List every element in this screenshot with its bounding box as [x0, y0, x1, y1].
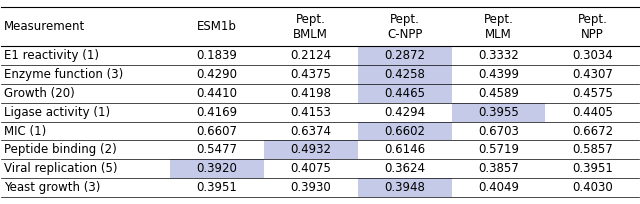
- Text: 0.3951: 0.3951: [572, 162, 613, 175]
- Text: 0.6602: 0.6602: [384, 125, 425, 137]
- Text: 0.4075: 0.4075: [291, 162, 331, 175]
- Text: Pept.
BMLM: Pept. BMLM: [293, 12, 328, 41]
- Text: 0.3857: 0.3857: [478, 162, 519, 175]
- Text: Pept.
MLM: Pept. MLM: [484, 12, 513, 41]
- Bar: [452, 103, 545, 122]
- Text: ESM1b: ESM1b: [197, 20, 237, 33]
- Text: 0.4153: 0.4153: [291, 106, 331, 119]
- Text: 0.6672: 0.6672: [572, 125, 613, 137]
- Text: 0.4589: 0.4589: [478, 87, 519, 100]
- Text: Viral replication (5): Viral replication (5): [4, 162, 117, 175]
- Text: 0.4307: 0.4307: [572, 68, 613, 81]
- Text: 0.4290: 0.4290: [196, 68, 237, 81]
- Text: 0.4049: 0.4049: [478, 181, 519, 194]
- Bar: [358, 122, 452, 141]
- Text: Growth (20): Growth (20): [4, 87, 75, 100]
- Text: Ligase activity (1): Ligase activity (1): [4, 106, 110, 119]
- Text: 0.3951: 0.3951: [196, 181, 237, 194]
- Text: 0.2124: 0.2124: [290, 49, 332, 62]
- Text: 0.3332: 0.3332: [478, 49, 519, 62]
- Text: 0.4258: 0.4258: [384, 68, 425, 81]
- Text: 0.4399: 0.4399: [478, 68, 519, 81]
- Text: 0.3624: 0.3624: [384, 162, 425, 175]
- Text: 0.4198: 0.4198: [291, 87, 332, 100]
- Text: Pept.
C-NPP: Pept. C-NPP: [387, 12, 422, 41]
- Bar: [264, 141, 358, 159]
- Text: 0.4405: 0.4405: [572, 106, 613, 119]
- Text: 0.4932: 0.4932: [291, 143, 332, 156]
- Bar: [358, 178, 452, 197]
- Text: 0.6607: 0.6607: [196, 125, 237, 137]
- Text: 0.5857: 0.5857: [572, 143, 612, 156]
- Text: 0.5477: 0.5477: [196, 143, 237, 156]
- Text: 0.4294: 0.4294: [384, 106, 425, 119]
- Text: 0.6374: 0.6374: [291, 125, 332, 137]
- Text: 0.3955: 0.3955: [478, 106, 519, 119]
- Text: 0.4030: 0.4030: [572, 181, 612, 194]
- Bar: [358, 65, 452, 84]
- Bar: [170, 159, 264, 178]
- Bar: [358, 84, 452, 103]
- Text: 0.4465: 0.4465: [384, 87, 425, 100]
- Text: 0.2872: 0.2872: [384, 49, 425, 62]
- Text: 0.4575: 0.4575: [572, 87, 613, 100]
- Text: Peptide binding (2): Peptide binding (2): [4, 143, 116, 156]
- Text: 0.3930: 0.3930: [291, 181, 331, 194]
- Text: 0.1839: 0.1839: [196, 49, 237, 62]
- Text: 0.4410: 0.4410: [196, 87, 237, 100]
- Text: 0.3948: 0.3948: [384, 181, 425, 194]
- Text: 0.3920: 0.3920: [196, 162, 237, 175]
- Text: E1 reactivity (1): E1 reactivity (1): [4, 49, 99, 62]
- Text: Pept.
NPP: Pept. NPP: [577, 12, 607, 41]
- Text: 0.5719: 0.5719: [478, 143, 519, 156]
- Text: Measurement: Measurement: [4, 20, 85, 33]
- Text: 0.4169: 0.4169: [196, 106, 237, 119]
- Text: MIC (1): MIC (1): [4, 125, 46, 137]
- Text: 0.3034: 0.3034: [572, 49, 612, 62]
- Text: 0.6146: 0.6146: [384, 143, 425, 156]
- Text: Enzyme function (3): Enzyme function (3): [4, 68, 123, 81]
- Bar: [358, 46, 452, 65]
- Text: 0.4375: 0.4375: [291, 68, 331, 81]
- Text: 0.6703: 0.6703: [478, 125, 519, 137]
- Text: Yeast growth (3): Yeast growth (3): [4, 181, 100, 194]
